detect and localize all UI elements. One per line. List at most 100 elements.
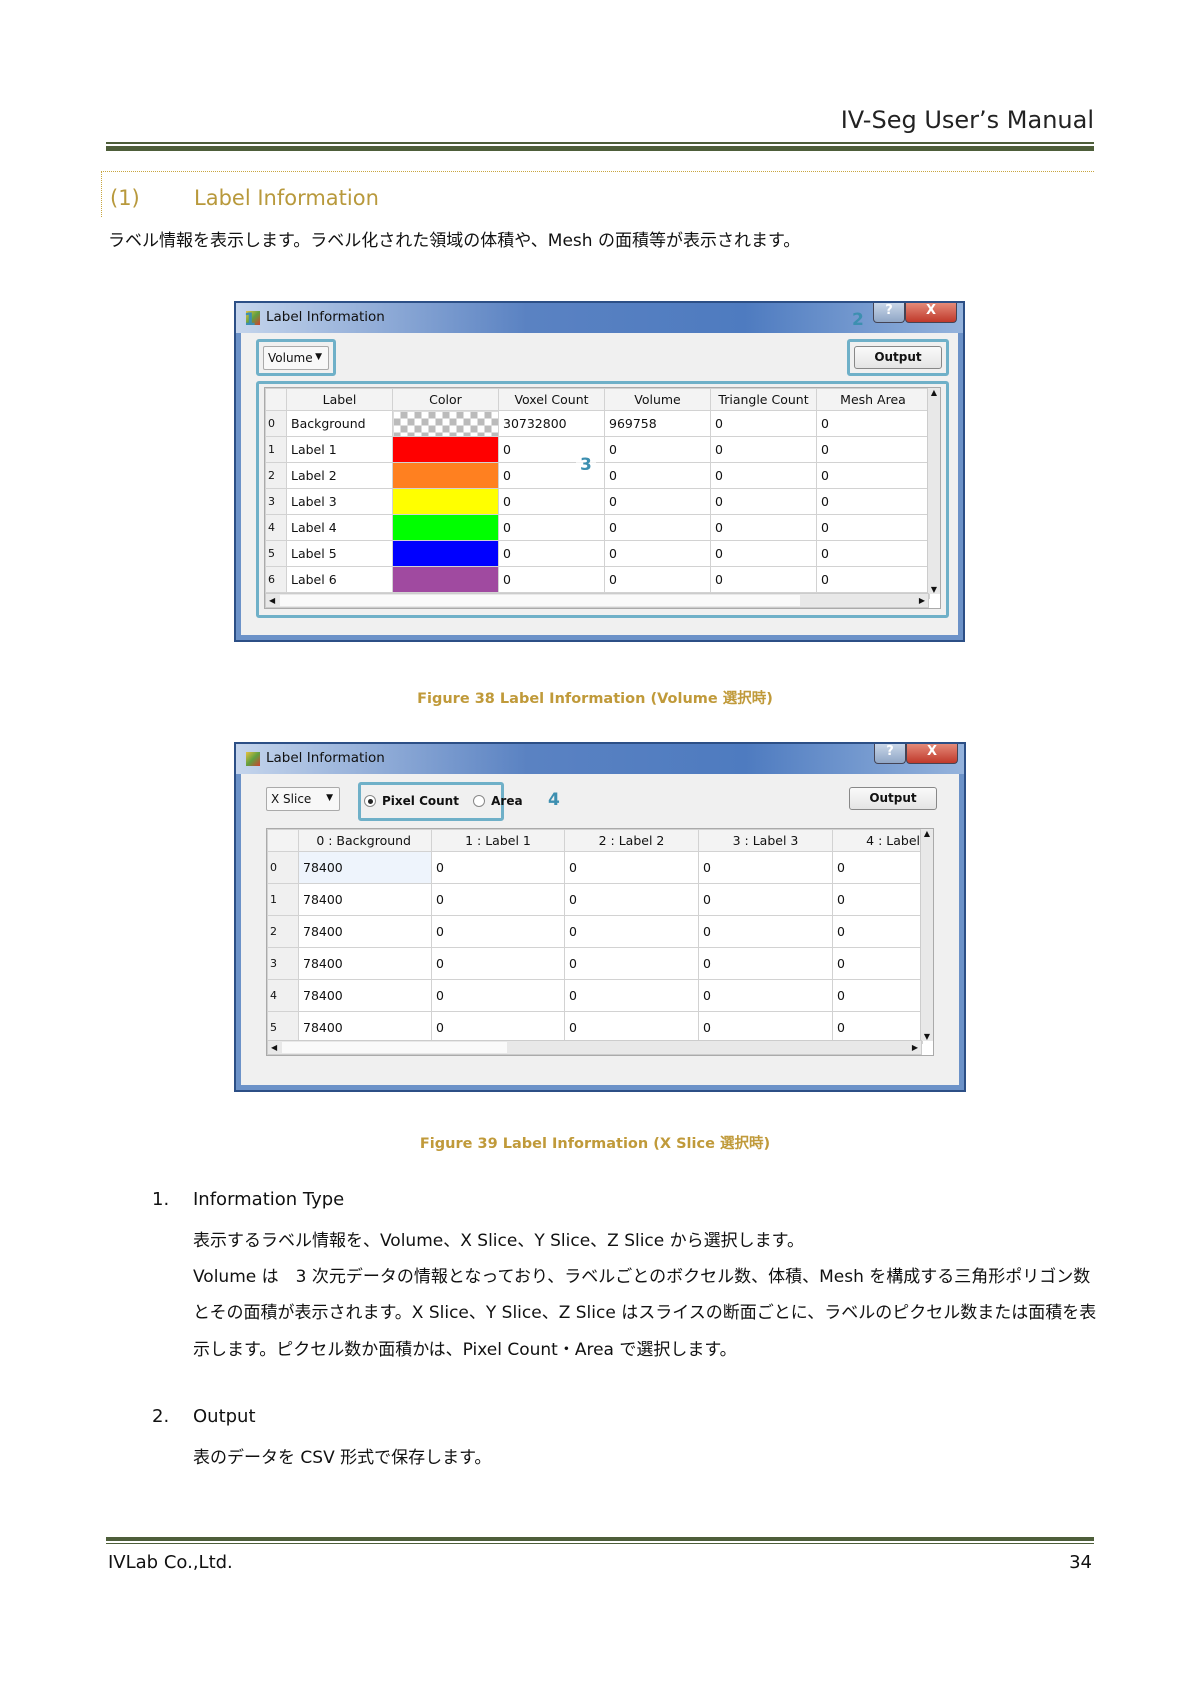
- voxel-count-cell[interactable]: 0: [498, 566, 605, 593]
- row-number[interactable]: 5: [267, 1011, 299, 1044]
- table-row[interactable]: 3 78400 0 0 0 0: [267, 947, 923, 980]
- value-cell[interactable]: 0: [832, 1011, 923, 1044]
- volume-cell[interactable]: 0: [604, 514, 711, 541]
- label-cell[interactable]: Label 4: [286, 514, 393, 541]
- volume-cell[interactable]: 0: [604, 462, 711, 489]
- value-cell[interactable]: 0: [564, 851, 699, 884]
- value-cell[interactable]: 0: [832, 883, 923, 916]
- triangle-count-cell[interactable]: 0: [710, 566, 817, 593]
- triangle-count-cell[interactable]: 0: [710, 540, 817, 567]
- triangle-count-cell[interactable]: 0: [710, 514, 817, 541]
- column-header[interactable]: Mesh Area: [816, 388, 930, 411]
- row-number[interactable]: 3: [265, 488, 287, 515]
- value-cell[interactable]: 78400: [298, 915, 432, 948]
- column-header[interactable]: Volume: [604, 388, 711, 411]
- voxel-count-cell[interactable]: 0: [498, 514, 605, 541]
- value-cell[interactable]: 0: [564, 947, 699, 980]
- triangle-count-cell[interactable]: 0: [710, 462, 817, 489]
- label-cell[interactable]: Label 3: [286, 488, 393, 515]
- scroll-right-icon[interactable]: ▶: [911, 1043, 918, 1052]
- color-swatch[interactable]: [392, 436, 499, 463]
- vertical-scrollbar[interactable]: ▲ ▼: [920, 829, 933, 1041]
- color-swatch[interactable]: [392, 462, 499, 489]
- mesh-area-cell[interactable]: 0: [816, 566, 930, 593]
- value-cell[interactable]: 0: [431, 851, 565, 884]
- row-number[interactable]: 6: [265, 566, 287, 593]
- horizontal-scrollbar[interactable]: ◀ ▶: [265, 593, 929, 608]
- value-cell[interactable]: 0: [431, 947, 565, 980]
- scroll-up-icon[interactable]: ▲: [930, 388, 938, 397]
- column-header[interactable]: Voxel Count: [498, 388, 605, 411]
- mesh-area-cell[interactable]: 0: [816, 540, 930, 567]
- scroll-up-icon[interactable]: ▲: [923, 829, 931, 838]
- value-cell[interactable]: 0: [832, 851, 923, 884]
- row-number[interactable]: 2: [267, 915, 299, 948]
- row-number[interactable]: 2: [265, 462, 287, 489]
- value-cell[interactable]: 78400: [298, 979, 432, 1012]
- column-header[interactable]: 0 : Background: [298, 829, 432, 852]
- value-cell[interactable]: 78400: [298, 1011, 432, 1044]
- column-header[interactable]: 2 : Label 2: [564, 829, 699, 852]
- value-cell[interactable]: 78400: [298, 883, 432, 916]
- volume-cell[interactable]: 0: [604, 436, 711, 463]
- scroll-thumb[interactable]: [280, 595, 800, 606]
- value-cell[interactable]: 0: [832, 915, 923, 948]
- value-cell[interactable]: 0: [832, 947, 923, 980]
- scroll-right-icon[interactable]: ▶: [918, 596, 925, 605]
- table-row[interactable]: 4 78400 0 0 0 0: [267, 979, 923, 1012]
- label-cell[interactable]: Label 2: [286, 462, 393, 489]
- vertical-scrollbar[interactable]: ▲ ▼: [927, 388, 940, 594]
- row-number[interactable]: 3: [267, 947, 299, 980]
- value-cell[interactable]: 0: [564, 1011, 699, 1044]
- scroll-left-icon[interactable]: ◀: [269, 596, 276, 605]
- voxel-count-cell[interactable]: 0: [498, 488, 605, 515]
- output-button[interactable]: Output: [849, 787, 937, 810]
- value-cell[interactable]: 0: [698, 1011, 833, 1044]
- area-radio[interactable]: Area: [473, 794, 523, 808]
- column-header[interactable]: Label: [286, 388, 393, 411]
- table-row[interactable]: 0 78400 0 0 0 0: [267, 851, 923, 884]
- column-header[interactable]: 1 : Label 1: [431, 829, 565, 852]
- label-cell[interactable]: Background: [286, 410, 393, 437]
- horizontal-scrollbar[interactable]: ◀ ▶: [267, 1040, 922, 1055]
- value-cell[interactable]: 0: [832, 979, 923, 1012]
- pixel-count-radio[interactable]: Pixel Count: [364, 794, 459, 808]
- value-cell[interactable]: 0: [431, 915, 565, 948]
- volume-cell[interactable]: 969758: [604, 410, 711, 437]
- value-cell[interactable]: 0: [564, 979, 699, 1012]
- volume-cell[interactable]: 0: [604, 540, 711, 567]
- help-button[interactable]: ?: [874, 744, 906, 764]
- output-button[interactable]: Output: [854, 346, 942, 369]
- scroll-down-icon[interactable]: ▼: [930, 585, 938, 594]
- help-button[interactable]: ?: [873, 303, 905, 323]
- column-header[interactable]: 4 : Label: [832, 829, 923, 852]
- triangle-count-cell[interactable]: 0: [710, 488, 817, 515]
- color-swatch[interactable]: [392, 488, 499, 515]
- label-cell[interactable]: Label 5: [286, 540, 393, 567]
- value-cell[interactable]: 78400: [298, 947, 432, 980]
- row-number[interactable]: 1: [265, 436, 287, 463]
- mesh-area-cell[interactable]: 0: [816, 436, 930, 463]
- column-header[interactable]: 3 : Label 3: [698, 829, 833, 852]
- column-header[interactable]: Color: [392, 388, 499, 411]
- row-number[interactable]: 4: [265, 514, 287, 541]
- row-number[interactable]: 4: [267, 979, 299, 1012]
- row-number[interactable]: 0: [265, 410, 287, 437]
- column-header[interactable]: Triangle Count: [710, 388, 817, 411]
- value-cell[interactable]: 0: [698, 947, 833, 980]
- color-swatch[interactable]: [392, 566, 499, 593]
- label-cell[interactable]: Label 1: [286, 436, 393, 463]
- value-cell[interactable]: 0: [564, 915, 699, 948]
- voxel-count-cell[interactable]: 30732800: [498, 410, 605, 437]
- value-cell[interactable]: 0: [698, 883, 833, 916]
- mesh-area-cell[interactable]: 0: [816, 488, 930, 515]
- info-type-select[interactable]: X Slice ▼: [266, 787, 340, 811]
- value-cell[interactable]: 0: [431, 1011, 565, 1044]
- table-row[interactable]: 1 78400 0 0 0 0: [267, 883, 923, 916]
